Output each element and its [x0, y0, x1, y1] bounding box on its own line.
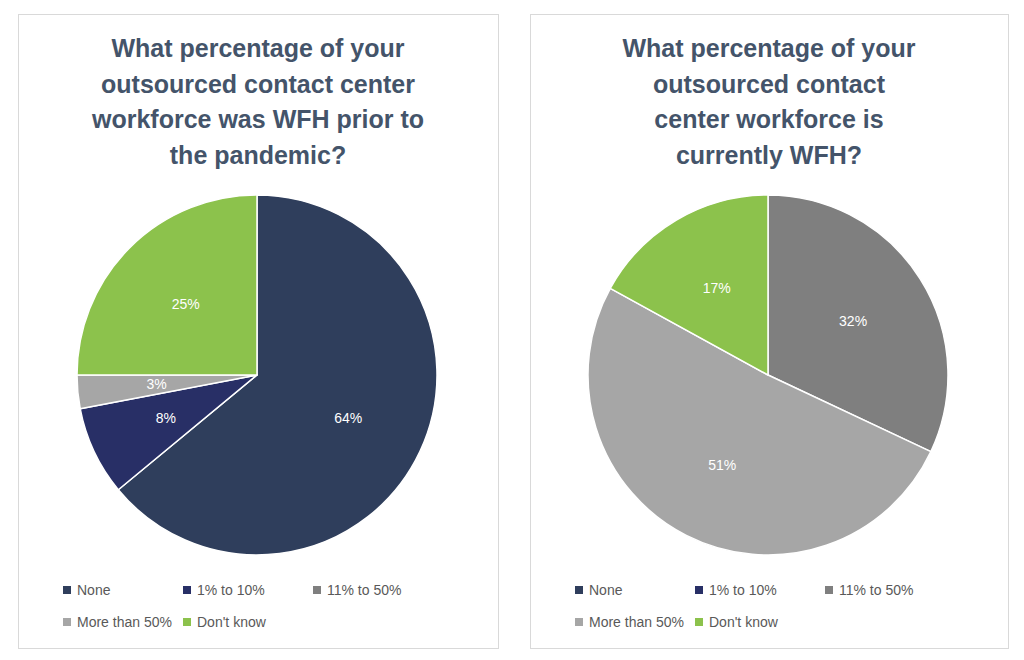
pie-slice [77, 375, 257, 409]
chart-canvas: What percentage of youroutsourced contac… [0, 0, 1024, 660]
pie-slice [610, 195, 768, 375]
legend-swatch [313, 586, 321, 594]
legend-swatch [63, 618, 71, 626]
legend-swatch [63, 586, 71, 594]
legend-label: 11% to 50% [327, 582, 401, 598]
data-label: 64% [334, 410, 362, 426]
data-label: 25% [172, 296, 200, 312]
legend-label: 1% to 10% [197, 582, 265, 598]
legend-label: Don't know [197, 614, 267, 630]
chart-title: What percentage of youroutsourced contac… [622, 34, 915, 169]
legend-label: None [589, 582, 623, 598]
chart-panel: What percentage of youroutsourced contac… [19, 15, 499, 649]
legend-swatch [695, 586, 703, 594]
legend-label: Don't know [709, 614, 779, 630]
legend-swatch [695, 618, 703, 626]
legend: None 1% to 10% 11% to 50% More than 50% Don'… [575, 582, 913, 630]
legend-label: None [77, 582, 111, 598]
legend-swatch [575, 586, 583, 594]
data-label: 32% [839, 313, 867, 329]
chart-title: What percentage of youroutsourced contac… [91, 34, 424, 169]
legend-label: More than 50% [589, 614, 684, 630]
panel-frame [531, 15, 1009, 649]
data-label: 8% [156, 410, 176, 426]
data-labels: 64% 8% 3% 25% [147, 296, 363, 426]
panel-frame [19, 15, 499, 649]
legend-swatch [575, 618, 583, 626]
data-labels: 32% 51% 17% [703, 280, 867, 473]
legend-label: More than 50% [77, 614, 172, 630]
data-label: 3% [147, 376, 167, 392]
data-label: 17% [703, 280, 731, 296]
data-label: 51% [708, 457, 736, 473]
pie-slice [77, 195, 257, 375]
legend-swatch [183, 618, 191, 626]
pie-slices [588, 195, 948, 555]
legend-swatch [183, 586, 191, 594]
legend-label: 1% to 10% [709, 582, 777, 598]
legend: None 1% to 10% 11% to 50% More than 50% Don'… [63, 582, 401, 630]
chart-panel: What percentage of youroutsourced contac… [531, 15, 1009, 649]
pie-slices [77, 195, 437, 555]
legend-swatch [825, 586, 833, 594]
legend-label: 11% to 50% [839, 582, 913, 598]
